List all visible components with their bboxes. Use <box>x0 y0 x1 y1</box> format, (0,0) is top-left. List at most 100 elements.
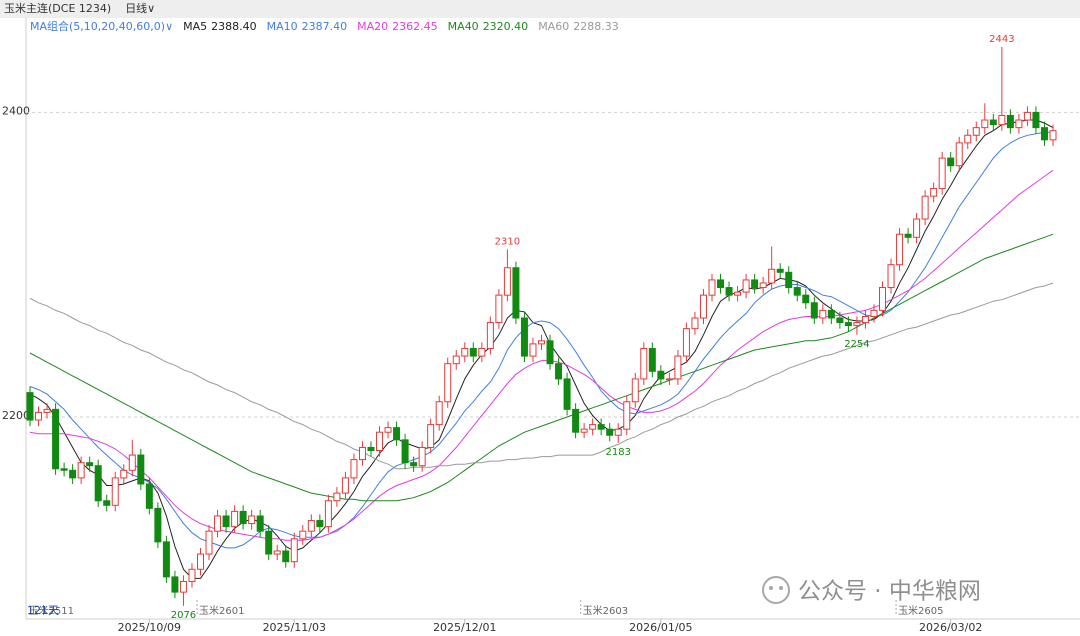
candle-body <box>503 267 511 296</box>
contract-label: 玉米2603 <box>583 604 628 617</box>
chart-title: 玉米主连(DCE 1234) <box>4 2 111 15</box>
candle-body <box>486 322 494 349</box>
y-tick-label: 2400 <box>2 104 30 117</box>
candle-body <box>827 309 835 319</box>
y-tick-label: 2200 <box>2 409 30 422</box>
indicator-selector[interactable]: MA组合(5,10,20,40,60,0)∨ <box>30 19 173 33</box>
candle-body <box>316 520 324 528</box>
candle-body <box>341 477 349 494</box>
header-bar <box>0 0 1080 18</box>
candle-body <box>188 568 196 582</box>
candle-body <box>623 401 631 430</box>
legend-value: 2288.33 <box>573 20 619 33</box>
candle-body <box>896 233 904 266</box>
candle-body <box>802 294 810 304</box>
candle-body <box>401 439 409 464</box>
high-label: 2310 <box>495 236 520 247</box>
candle-body <box>307 520 315 532</box>
candle-body <box>248 515 256 525</box>
candle-body <box>350 459 358 479</box>
low-label: 2076 <box>171 610 196 621</box>
candle-body <box>384 427 392 433</box>
candle-body <box>555 363 563 380</box>
candle-body <box>648 347 656 372</box>
candle-body <box>495 294 503 324</box>
candle-body <box>410 462 418 467</box>
legend-name: MA40 <box>448 20 479 33</box>
candle-body <box>94 465 102 502</box>
low-label: 2254 <box>844 339 869 350</box>
x-tick-label: 2025/10/09 <box>118 621 181 634</box>
period-selector[interactable]: 日线∨ <box>125 1 155 15</box>
candle-body <box>853 322 861 327</box>
candle-body <box>614 428 622 436</box>
contract-label: 玉米2511 <box>29 604 74 617</box>
candle-body <box>759 282 767 289</box>
candle-body <box>810 302 818 319</box>
ma-line <box>29 169 1054 541</box>
candle-body <box>77 462 85 479</box>
candle-body <box>793 287 801 296</box>
x-tick-label: 2026/03/02 <box>919 621 982 634</box>
candle-body <box>606 428 614 436</box>
legend-value: 2362.45 <box>392 20 438 33</box>
watermark-text: 公众号 · 中华粮网 <box>798 579 981 605</box>
candle-body <box>478 347 486 357</box>
candle-body <box>43 408 51 413</box>
candle-body <box>708 279 716 296</box>
candle-body <box>120 469 128 479</box>
candle-body <box>819 309 827 319</box>
candle-body <box>768 268 776 284</box>
candle-body <box>955 142 963 167</box>
candle-body <box>197 553 204 570</box>
candle-body <box>904 233 912 238</box>
candle-body <box>358 446 366 461</box>
legend-value: 2320.40 <box>483 20 529 33</box>
candle-body <box>682 328 690 357</box>
candle-body <box>529 343 537 357</box>
x-tick-label: 2026/01/05 <box>629 621 692 634</box>
candle-body <box>998 114 1006 126</box>
candle-body <box>751 279 759 289</box>
candle-body <box>844 322 852 327</box>
candle-body <box>145 483 153 509</box>
contract-label: 玉米2601 <box>199 604 244 617</box>
candle-body <box>128 454 136 471</box>
candle-body <box>273 550 281 555</box>
candle-body <box>512 267 520 319</box>
low-label: 2183 <box>605 447 630 458</box>
watermark-icon <box>779 586 783 590</box>
watermark-icon <box>769 586 773 590</box>
candle-body <box>137 454 145 485</box>
candle-body <box>239 510 247 525</box>
candle-body <box>26 392 34 421</box>
contract-label: 玉米2605 <box>898 604 943 617</box>
candle-body <box>154 507 162 543</box>
candle-body <box>597 424 605 430</box>
candle-body <box>981 119 989 129</box>
ma-line <box>29 233 1054 502</box>
candle-body <box>776 268 784 273</box>
candle-body <box>1049 130 1057 141</box>
legend-name: MA5 <box>183 20 207 33</box>
candle-body <box>35 411 43 421</box>
candle-body <box>1040 127 1048 141</box>
candle-body <box>546 340 554 365</box>
candle-body <box>1006 114 1014 129</box>
candle-body <box>930 188 938 197</box>
candle-body <box>444 363 452 403</box>
candle-body <box>563 378 571 410</box>
candle-body <box>103 500 111 506</box>
candle-body <box>640 347 648 380</box>
candle-body <box>913 218 921 238</box>
candle-body <box>376 431 384 451</box>
legend-name: MA10 <box>267 20 298 33</box>
candle-body <box>1015 119 1023 129</box>
candle-body <box>964 134 972 144</box>
candle-body <box>1023 111 1031 121</box>
candle-body <box>393 427 401 441</box>
candle-body <box>86 462 94 467</box>
x-tick-label: 2025/11/03 <box>263 621 326 634</box>
high-label: 2443 <box>989 34 1014 45</box>
